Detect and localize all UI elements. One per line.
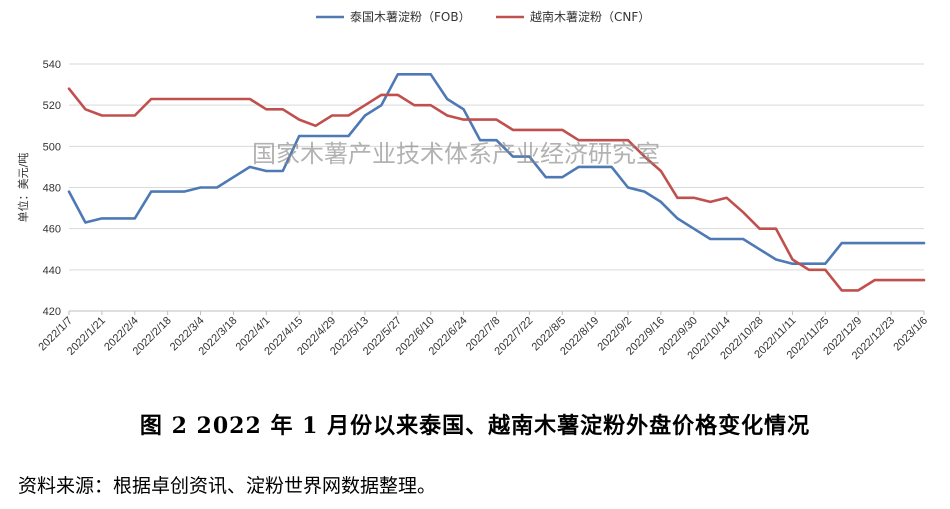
series-lines: [67, 73, 926, 292]
line-chart: 泰国木薯淀粉（FOB） 越南木薯淀粉（CNF） 420 440 460 480 500 52…: [16, 9, 930, 362]
y-tick-label: 500: [43, 141, 61, 153]
watermark-text: 国家木薯产业技术体系产业经济研究室: [252, 140, 660, 168]
y-tick-label: 460: [43, 224, 61, 236]
source-note: 资料来源：根据卓创资讯、淀粉世界网数据整理。: [18, 475, 437, 497]
figure-caption: 图 2 2022 年 1 月份以来泰国、越南木薯淀粉外盘价格变化情况: [139, 413, 811, 439]
y-tick-label: 520: [43, 100, 61, 112]
y-tick-label: 440: [43, 265, 61, 277]
y-tick-label: 540: [43, 59, 61, 71]
y-tick-label: 480: [43, 183, 61, 195]
x-axis-ticks: 2022/1/72022/1/212022/2/42022/2/182022/3…: [36, 311, 930, 362]
series-line-1: [67, 73, 926, 266]
y-axis-label: 单位：美元/吨: [16, 153, 30, 223]
series-line-2: [67, 87, 926, 292]
y-tick-label: 420: [43, 306, 61, 318]
legend-label-1: 泰国木薯淀粉（FOB）: [350, 10, 471, 24]
chart-legend: 泰国木薯淀粉（FOB） 越南木薯淀粉（CNF）: [316, 9, 650, 24]
y-axis-ticks: 420 440 460 480 500 520 540: [43, 59, 61, 318]
x-tick-label: 2023/1/6: [891, 315, 930, 354]
legend-label-2: 越南木薯淀粉（CNF）: [530, 9, 650, 24]
